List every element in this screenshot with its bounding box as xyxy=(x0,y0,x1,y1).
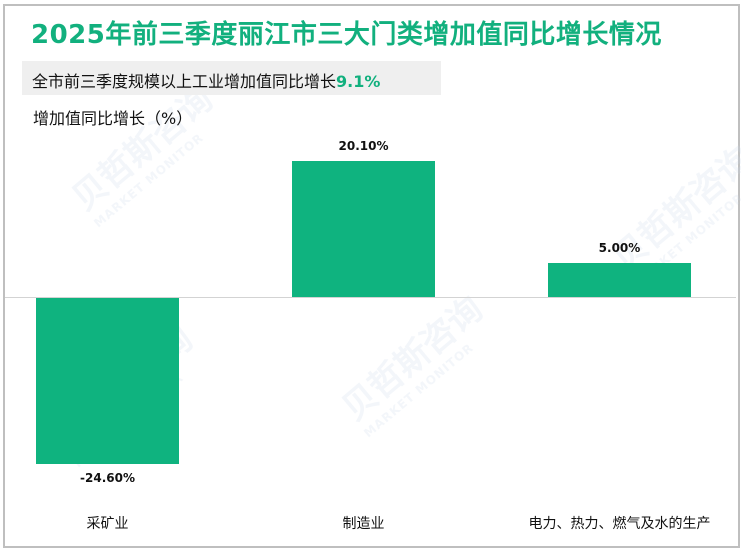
data-label: -24.60% xyxy=(80,471,135,485)
data-label: 20.10% xyxy=(338,139,389,154)
data-label: 5.00% xyxy=(598,241,641,256)
bar xyxy=(292,161,435,297)
chart-title: 2025年前三季度丽江市三大门类增加值同比增长情况 xyxy=(31,20,662,50)
x-axis-category-label: 采矿业 xyxy=(86,516,129,532)
x-axis-category-label: 电力、热力、燃气及水的生产 xyxy=(528,516,711,532)
bar xyxy=(36,298,179,464)
zero-baseline xyxy=(5,297,736,298)
x-axis-category-label: 制造业 xyxy=(342,516,385,532)
chart-subtitle: 全市前三季度规模以上工业增加值同比增长9.1% xyxy=(32,68,380,92)
subtitle-highlight-value: 9.1% xyxy=(336,72,381,91)
subtitle-background xyxy=(22,61,441,95)
bar xyxy=(548,263,691,297)
subtitle-text: 全市前三季度规模以上工业增加值同比增长 xyxy=(32,72,337,91)
y-axis-label: 增加值同比增长（%） xyxy=(33,109,193,128)
